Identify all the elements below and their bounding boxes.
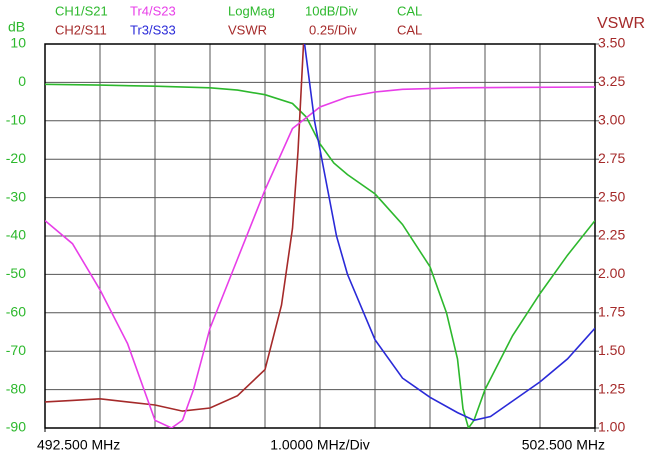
channel-status: CAL [397, 3, 422, 18]
series-line [45, 83, 595, 428]
y2-tick-label: 2.00 [598, 265, 625, 281]
y-tick-label: -90 [6, 419, 26, 435]
legend-entry: CH2/S11 [55, 22, 107, 37]
x-axis-label: 1.0000 MHz/Div [270, 437, 370, 453]
y-tick-label: -60 [6, 304, 26, 320]
channel-scale: 0.25/Div [309, 22, 357, 37]
y-tick-label: 0 [18, 73, 26, 89]
y2-tick-label: 1.50 [598, 342, 625, 358]
legend-entry: Tr4/S23 [130, 3, 176, 18]
channel-status: CAL [397, 22, 422, 37]
channel-format: LogMag [228, 3, 275, 18]
y-tick-label: -30 [6, 188, 26, 204]
y2-tick-label: 2.50 [598, 188, 625, 204]
y2-tick-label: 2.25 [598, 227, 625, 243]
y-tick-label: 10 [10, 35, 26, 51]
y2-tick-label: 3.50 [598, 35, 625, 51]
series-line [303, 44, 595, 422]
plot-area [45, 44, 595, 428]
y-tick-label: -50 [6, 265, 26, 281]
series-line [45, 86, 595, 428]
series-line [45, 44, 305, 412]
y-axis-label: dB [8, 19, 25, 35]
y2-tick-label: 1.00 [598, 419, 625, 435]
y-tick-label: -70 [6, 342, 26, 358]
legend-entry: CH1/S21 [55, 3, 108, 18]
y2-tick-label: 1.25 [598, 380, 625, 396]
y-tick-label: -20 [6, 150, 26, 166]
x-tick-label: 492.500 MHz [37, 437, 120, 453]
y-tick-label: -40 [6, 227, 26, 243]
y2-tick-label: 1.75 [598, 304, 625, 320]
plot-frame [44, 43, 596, 429]
channel-format: VSWR [228, 22, 267, 37]
y2-tick-label: 3.00 [598, 112, 625, 128]
legend-entry: Tr3/S33 [130, 22, 176, 37]
x-tick-label: 502.500 MHz [522, 437, 605, 453]
channel-scale: 10dB/Div [305, 3, 358, 18]
y-tick-label: -10 [6, 112, 26, 128]
y2-axis-label: VSWR [597, 15, 645, 32]
y2-tick-label: 3.25 [598, 73, 625, 89]
y-tick-label: -80 [6, 380, 26, 396]
y2-tick-label: 2.75 [598, 150, 625, 166]
